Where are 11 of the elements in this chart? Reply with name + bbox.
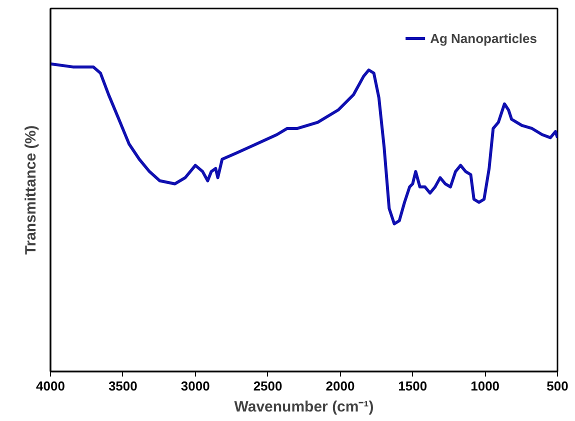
x-tick-label: 3000 — [180, 378, 210, 394]
x-axis-title: Wavenumber (cm⁻¹) — [234, 398, 374, 416]
x-tick-label: 1000 — [470, 378, 500, 394]
legend-label: Ag Nanoparticles — [430, 30, 537, 46]
x-tick-label: 1500 — [398, 378, 428, 394]
x-tick-label: 4000 — [36, 378, 65, 394]
y-axis-title: Transmittance (%) — [22, 125, 40, 255]
x-tick-label: 500 — [546, 378, 568, 394]
x-tick-label: 2000 — [326, 378, 355, 394]
x-tick-label: 3500 — [108, 378, 138, 394]
x-tick-label: 2500 — [253, 378, 282, 394]
